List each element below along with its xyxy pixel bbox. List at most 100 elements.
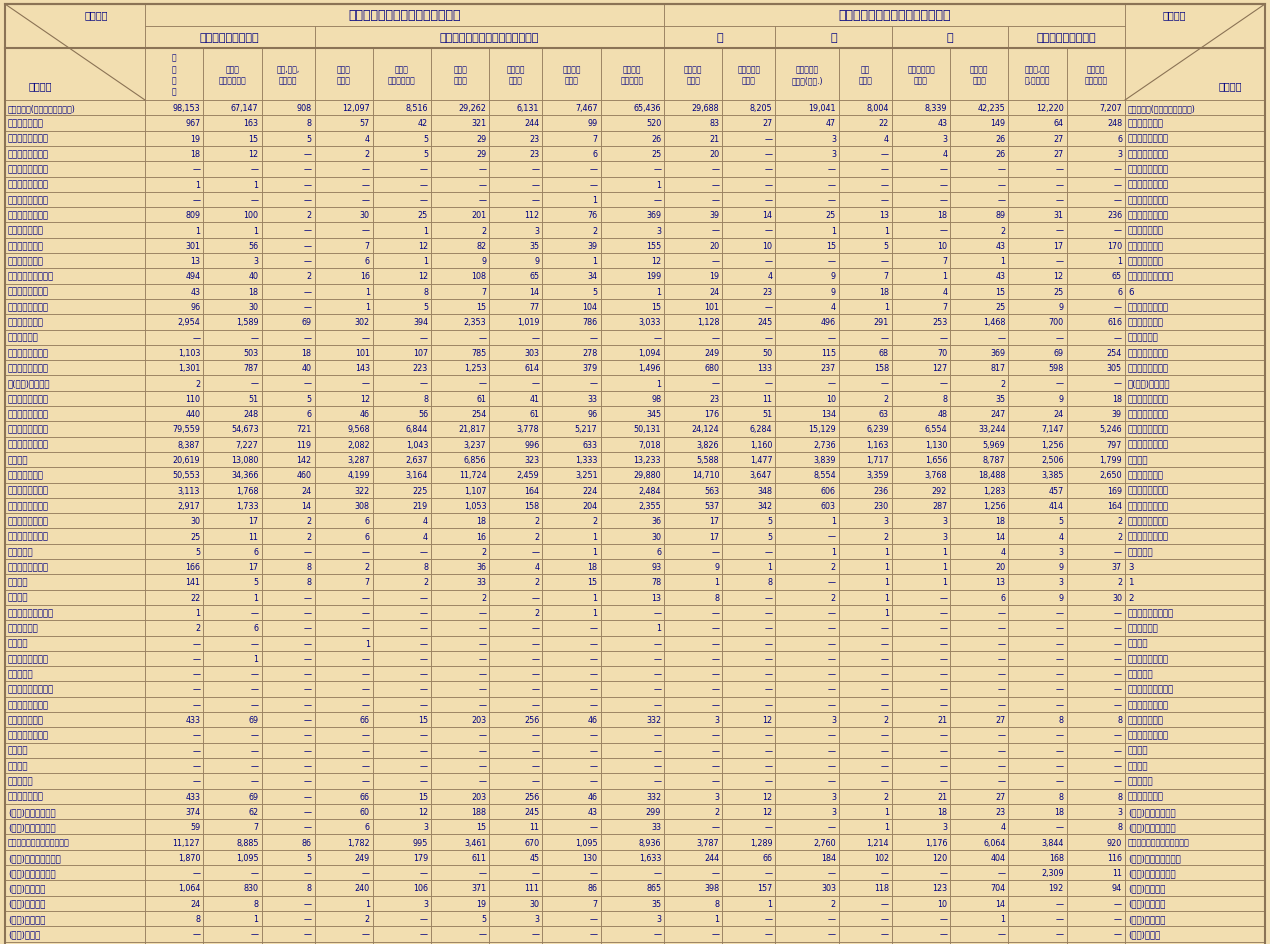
Text: 6,284: 6,284 (749, 425, 772, 434)
Bar (664, 620, 723, 636)
Text: —: — (531, 639, 540, 648)
Bar (664, 697, 723, 712)
Text: 非　保　入　盗: 非 保 入 盗 (8, 471, 44, 480)
Text: 7: 7 (592, 899, 598, 908)
Text: 暴　　　　　　行: 暴 行 (8, 348, 50, 358)
Bar (315, 116, 373, 131)
Bar (892, 330, 950, 346)
Bar (1067, 467, 1125, 483)
Bar (262, 116, 315, 131)
Text: 6,239: 6,239 (866, 425, 889, 434)
Text: 1: 1 (593, 257, 598, 266)
Text: 96: 96 (190, 303, 201, 312)
Text: 保　　　入　　盗: 保 入 盗 (8, 440, 50, 449)
Text: 22: 22 (879, 119, 889, 128)
Bar (892, 208, 950, 223)
Bar (723, 177, 776, 193)
Bar (262, 529, 315, 544)
Bar (1125, 773, 1265, 788)
Text: 3,287: 3,287 (347, 456, 370, 464)
Text: 606: 606 (820, 486, 836, 495)
Text: 3,461: 3,461 (464, 837, 486, 847)
Bar (262, 223, 315, 239)
Bar (664, 926, 723, 941)
Bar (542, 666, 601, 682)
Text: 77: 77 (530, 303, 540, 312)
Text: 風　　俗　　犯: 風 俗 犯 (8, 716, 44, 724)
Bar (542, 605, 601, 620)
Bar (431, 101, 489, 116)
Text: 傷　　　　　　害: 傷 害 (1128, 363, 1168, 373)
Bar (542, 483, 601, 498)
Text: 345: 345 (646, 410, 662, 419)
Text: —: — (653, 684, 662, 694)
Bar (839, 346, 892, 361)
Bar (839, 101, 892, 116)
Text: 2: 2 (1116, 516, 1121, 526)
Bar (542, 865, 601, 881)
Text: 3: 3 (942, 822, 947, 832)
Bar (601, 651, 664, 666)
Bar (1067, 407, 1125, 422)
Text: —: — (192, 746, 201, 755)
Text: —: — (304, 669, 311, 679)
Bar (145, 254, 203, 269)
Bar (950, 239, 1008, 254)
Bar (145, 850, 203, 865)
Text: 35: 35 (652, 899, 662, 908)
Text: 322: 322 (354, 486, 370, 495)
Bar (664, 376, 723, 391)
Text: 10: 10 (826, 395, 836, 403)
Bar (839, 315, 892, 330)
Bar (950, 712, 1008, 728)
Bar (892, 284, 950, 299)
Bar (542, 116, 601, 131)
Bar (489, 208, 542, 223)
Bar (373, 575, 431, 590)
Text: —: — (1114, 227, 1121, 235)
Text: 殺　　　　　人: 殺 人 (1128, 135, 1168, 143)
Text: 販
売
店
員: 販 売 店 員 (171, 54, 177, 96)
Bar (950, 651, 1008, 666)
Text: —: — (997, 165, 1006, 174)
Bar (664, 636, 723, 651)
Text: —: — (1114, 899, 1121, 908)
Bar (950, 422, 1008, 437)
Text: —: — (711, 257, 719, 266)
Bar (5, 131, 145, 146)
Text: 245: 245 (757, 318, 772, 327)
Text: 6: 6 (1128, 287, 1134, 296)
Text: 窃　　　盗　　犯: 窃 盗 犯 (1128, 425, 1168, 434)
Text: 3: 3 (715, 716, 719, 724)
Bar (5, 254, 145, 269)
Text: 2: 2 (306, 516, 311, 526)
Bar (431, 743, 489, 758)
Bar (431, 911, 489, 926)
Text: —: — (881, 929, 889, 938)
Bar (5, 299, 145, 315)
Text: 15: 15 (476, 822, 486, 832)
Text: —: — (765, 700, 772, 709)
Text: 321: 321 (471, 119, 486, 128)
Text: 1,477: 1,477 (749, 456, 772, 464)
Bar (892, 926, 950, 941)
Bar (203, 743, 262, 758)
Bar (664, 422, 723, 437)
Text: 16: 16 (476, 532, 486, 541)
Bar (776, 834, 839, 850)
Bar (145, 27, 315, 49)
Bar (723, 865, 776, 881)
Text: 13: 13 (652, 593, 662, 602)
Text: —: — (765, 822, 772, 832)
Bar (1067, 208, 1125, 223)
Bar (776, 131, 839, 146)
Text: 155: 155 (646, 242, 662, 250)
Bar (950, 391, 1008, 407)
Bar (431, 254, 489, 269)
Bar (1125, 514, 1265, 529)
Text: 168: 168 (1049, 853, 1064, 862)
Bar (1008, 269, 1067, 284)
Bar (431, 529, 489, 544)
Text: 123: 123 (932, 884, 947, 892)
Text: 23: 23 (996, 807, 1006, 816)
